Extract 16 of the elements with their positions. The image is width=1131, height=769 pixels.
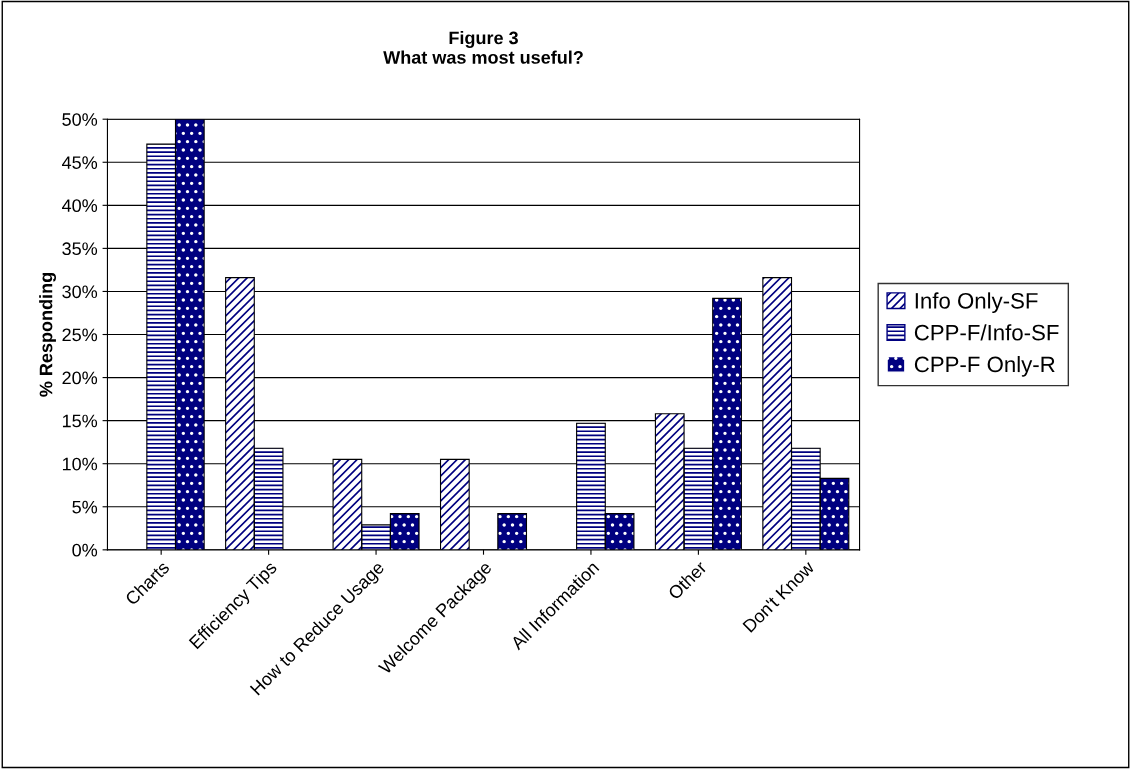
legend-label: CPP-F/Info-SF xyxy=(914,324,1059,341)
y-tick-label: 45% xyxy=(62,156,98,169)
y-tick-label: 25% xyxy=(62,328,98,342)
y-tick-label: 10% xyxy=(62,457,98,471)
chart-title: Figure 3 What was most useful? xyxy=(383,31,583,64)
y-tick-label: 35% xyxy=(62,242,98,256)
y-tick-label: 50% xyxy=(62,113,98,126)
y-tick-label: 0% xyxy=(72,543,98,557)
legend-label: CPP-F Only-R xyxy=(914,355,1055,377)
y-tick-label: 40% xyxy=(62,199,98,213)
y-tick-label: 30% xyxy=(62,285,98,299)
y-tick-label: 15% xyxy=(62,414,98,428)
legend-label: Info Only-SF xyxy=(915,292,1038,314)
y-tick-label: 20% xyxy=(62,371,98,385)
y-tick-label: 5% xyxy=(72,500,98,514)
y-axis-title: % Responding xyxy=(39,273,57,397)
